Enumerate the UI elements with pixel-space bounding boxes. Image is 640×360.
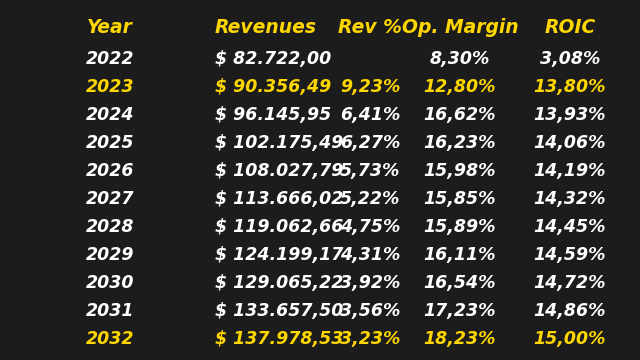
Text: 2023: 2023 — [86, 78, 134, 96]
Text: 14,59%: 14,59% — [534, 246, 606, 264]
Text: 5,73%: 5,73% — [340, 162, 400, 180]
Text: 2022: 2022 — [86, 50, 134, 68]
Text: 2024: 2024 — [86, 106, 134, 124]
Text: 2031: 2031 — [86, 302, 134, 320]
Text: 12,80%: 12,80% — [424, 78, 496, 96]
Text: Revenues: Revenues — [215, 18, 317, 37]
Text: 3,56%: 3,56% — [340, 302, 400, 320]
Text: Rev %: Rev % — [338, 18, 402, 37]
Text: $ 133.657,50: $ 133.657,50 — [215, 302, 344, 320]
Text: 4,31%: 4,31% — [340, 246, 400, 264]
Text: $ 119.062,66: $ 119.062,66 — [215, 218, 344, 236]
Text: 13,80%: 13,80% — [534, 78, 606, 96]
Text: 15,89%: 15,89% — [424, 218, 496, 236]
Text: 2032: 2032 — [86, 330, 134, 348]
Text: $ 90.356,49: $ 90.356,49 — [215, 78, 332, 96]
Text: $ 129.065,22: $ 129.065,22 — [215, 274, 344, 292]
Text: 2027: 2027 — [86, 190, 134, 208]
Text: 4,75%: 4,75% — [340, 218, 400, 236]
Text: Op. Margin: Op. Margin — [402, 18, 518, 37]
Text: 16,11%: 16,11% — [424, 246, 496, 264]
Text: 3,08%: 3,08% — [540, 50, 600, 68]
Text: $ 102.175,49: $ 102.175,49 — [215, 134, 344, 152]
Text: 2026: 2026 — [86, 162, 134, 180]
Text: 18,23%: 18,23% — [424, 330, 496, 348]
Text: ROIC: ROIC — [545, 18, 596, 37]
Text: 6,41%: 6,41% — [340, 106, 400, 124]
Text: 16,23%: 16,23% — [424, 134, 496, 152]
Text: $ 96.145,95: $ 96.145,95 — [215, 106, 332, 124]
Text: 15,00%: 15,00% — [534, 330, 606, 348]
Text: 15,98%: 15,98% — [424, 162, 496, 180]
Text: 5,22%: 5,22% — [340, 190, 400, 208]
Text: Year: Year — [87, 18, 133, 37]
Text: $ 137.978,53: $ 137.978,53 — [215, 330, 344, 348]
Text: 6,27%: 6,27% — [340, 134, 400, 152]
Text: $ 82.722,00: $ 82.722,00 — [215, 50, 332, 68]
Text: 17,23%: 17,23% — [424, 302, 496, 320]
Text: $ 108.027,79: $ 108.027,79 — [215, 162, 344, 180]
Text: 16,54%: 16,54% — [424, 274, 496, 292]
Text: 14,72%: 14,72% — [534, 274, 606, 292]
Text: 14,32%: 14,32% — [534, 190, 606, 208]
Text: 13,93%: 13,93% — [534, 106, 606, 124]
Text: $ 124.199,17: $ 124.199,17 — [215, 246, 344, 264]
Text: 14,06%: 14,06% — [534, 134, 606, 152]
Text: 14,86%: 14,86% — [534, 302, 606, 320]
Text: 2029: 2029 — [86, 246, 134, 264]
Text: 9,23%: 9,23% — [340, 78, 400, 96]
Text: 14,19%: 14,19% — [534, 162, 606, 180]
Text: 8,30%: 8,30% — [430, 50, 490, 68]
Text: 14,45%: 14,45% — [534, 218, 606, 236]
Text: $ 113.666,02: $ 113.666,02 — [215, 190, 344, 208]
Text: 2028: 2028 — [86, 218, 134, 236]
Text: 3,92%: 3,92% — [340, 274, 400, 292]
Text: 3,23%: 3,23% — [340, 330, 400, 348]
Text: 16,62%: 16,62% — [424, 106, 496, 124]
Text: 15,85%: 15,85% — [424, 190, 496, 208]
Text: 2030: 2030 — [86, 274, 134, 292]
Text: 2025: 2025 — [86, 134, 134, 152]
